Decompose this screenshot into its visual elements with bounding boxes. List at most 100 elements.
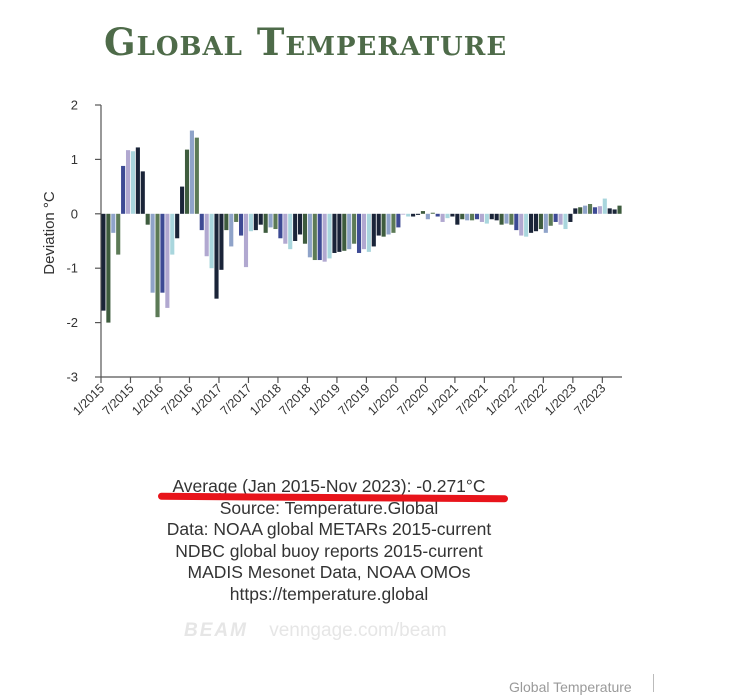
data-bar [361,213,367,250]
data-bar [273,213,278,230]
data-bar [214,213,219,299]
source-text: Source: Temperature.Global [219,497,439,518]
data-bar [396,213,401,228]
data-bar [101,213,106,311]
x-tick-label: 7/2015 [100,381,137,418]
data-bar [229,213,234,247]
data-bar [499,213,504,225]
x-tick-label: 1/2017 [188,381,225,418]
data-bar [175,213,180,239]
data-bar [106,213,111,323]
data-bar [450,213,455,217]
data-bar [298,213,303,235]
data-bar [514,213,519,231]
data-bar [184,149,190,214]
beam-url: venngage.com/beam [269,620,447,641]
data-bar [440,213,445,222]
x-tick-label: 7/2023 [572,381,609,418]
x-tick-label: 7/2019 [336,381,373,418]
y-axis-label: Deviation °C [41,191,58,275]
data-bar [160,213,165,293]
x-tick-label: 1/2019 [306,381,343,418]
data-bar [376,213,381,236]
data-bar [180,186,185,214]
x-tick-label: 7/2016 [159,381,196,418]
data-bar [391,213,396,233]
x-tick-label: 7/2020 [395,381,432,418]
data-bar [194,137,199,214]
data-bar [563,213,568,230]
data-bar [342,213,347,251]
data-bar [189,130,194,214]
data-line-2: NDBC global buoy reports 2015-current [175,540,483,561]
x-tick-label: 1/2021 [424,381,461,418]
data-bar [489,213,494,220]
bar-series [101,130,622,323]
data-bar [607,208,612,214]
data-bar [425,213,430,220]
data-bar [533,213,539,232]
x-tick-label: 1/2022 [483,381,520,418]
chart-footer: Average (Jan 2015-Nov 2023): -0.271°C So… [0,476,658,606]
data-bar [529,213,534,233]
data-bar [509,213,514,225]
bar-chart: -3 -2 -1 0 1 2 1/20157/20151/20167/20161/2017… [41,98,622,418]
data-bar [470,213,475,221]
data-bar [302,213,308,244]
data-bar [592,207,598,214]
average-text: Average (Jan 2015-Nov 2023): -0.271°C [172,476,486,496]
data-bar [578,207,583,214]
data-bar [332,213,337,253]
data-bar [155,213,160,318]
data-bar [406,213,411,217]
data-bar [312,213,317,261]
x-tick-label: 7/2018 [277,381,314,418]
data-bar [558,213,563,225]
data-bar [587,204,593,214]
data-bar [116,213,121,255]
data-bar [538,213,543,230]
data-bar [121,165,126,214]
data-bar [519,213,524,236]
data-bar [386,213,391,235]
data-bar [430,212,435,214]
data-bar [239,213,244,236]
data-bar [381,213,386,237]
data-bar [268,213,273,228]
data-bar [573,208,578,214]
data-bar [484,213,489,224]
data-line-3: MADIS Mesonet Data, NOAA OMOs [187,562,471,583]
data-bar [307,213,312,258]
data-bar [612,209,617,214]
corner-label: Global Temperature [509,679,632,695]
data-bar [327,213,332,259]
data-bar [125,150,131,214]
data-bar [548,213,553,226]
data-bar [219,213,224,270]
data-bar [278,213,283,239]
data-bar [445,213,450,219]
data-bar [317,213,322,261]
x-tick-label: 1/2015 [70,381,107,418]
data-bar [248,213,253,232]
data-bar [553,213,558,222]
data-bar [543,213,548,233]
data-bar [204,213,209,257]
x-tick-label: 1/2016 [129,381,166,418]
x-tick-label: 7/2017 [218,381,255,418]
data-bar [224,213,229,231]
data-bar [199,213,204,231]
data-bar [415,213,421,215]
data-bar [352,213,357,244]
data-bar [347,213,352,250]
data-bar [170,213,175,255]
y-tick-label: -3 [66,370,78,385]
data-bar [130,151,136,214]
data-bar [583,205,588,214]
chart-title: Global Temperature [104,20,508,64]
data-bar [288,213,293,250]
data-bar [602,198,607,214]
x-tick-label: 1/2023 [542,381,579,418]
y-tick-label: -1 [66,261,78,276]
